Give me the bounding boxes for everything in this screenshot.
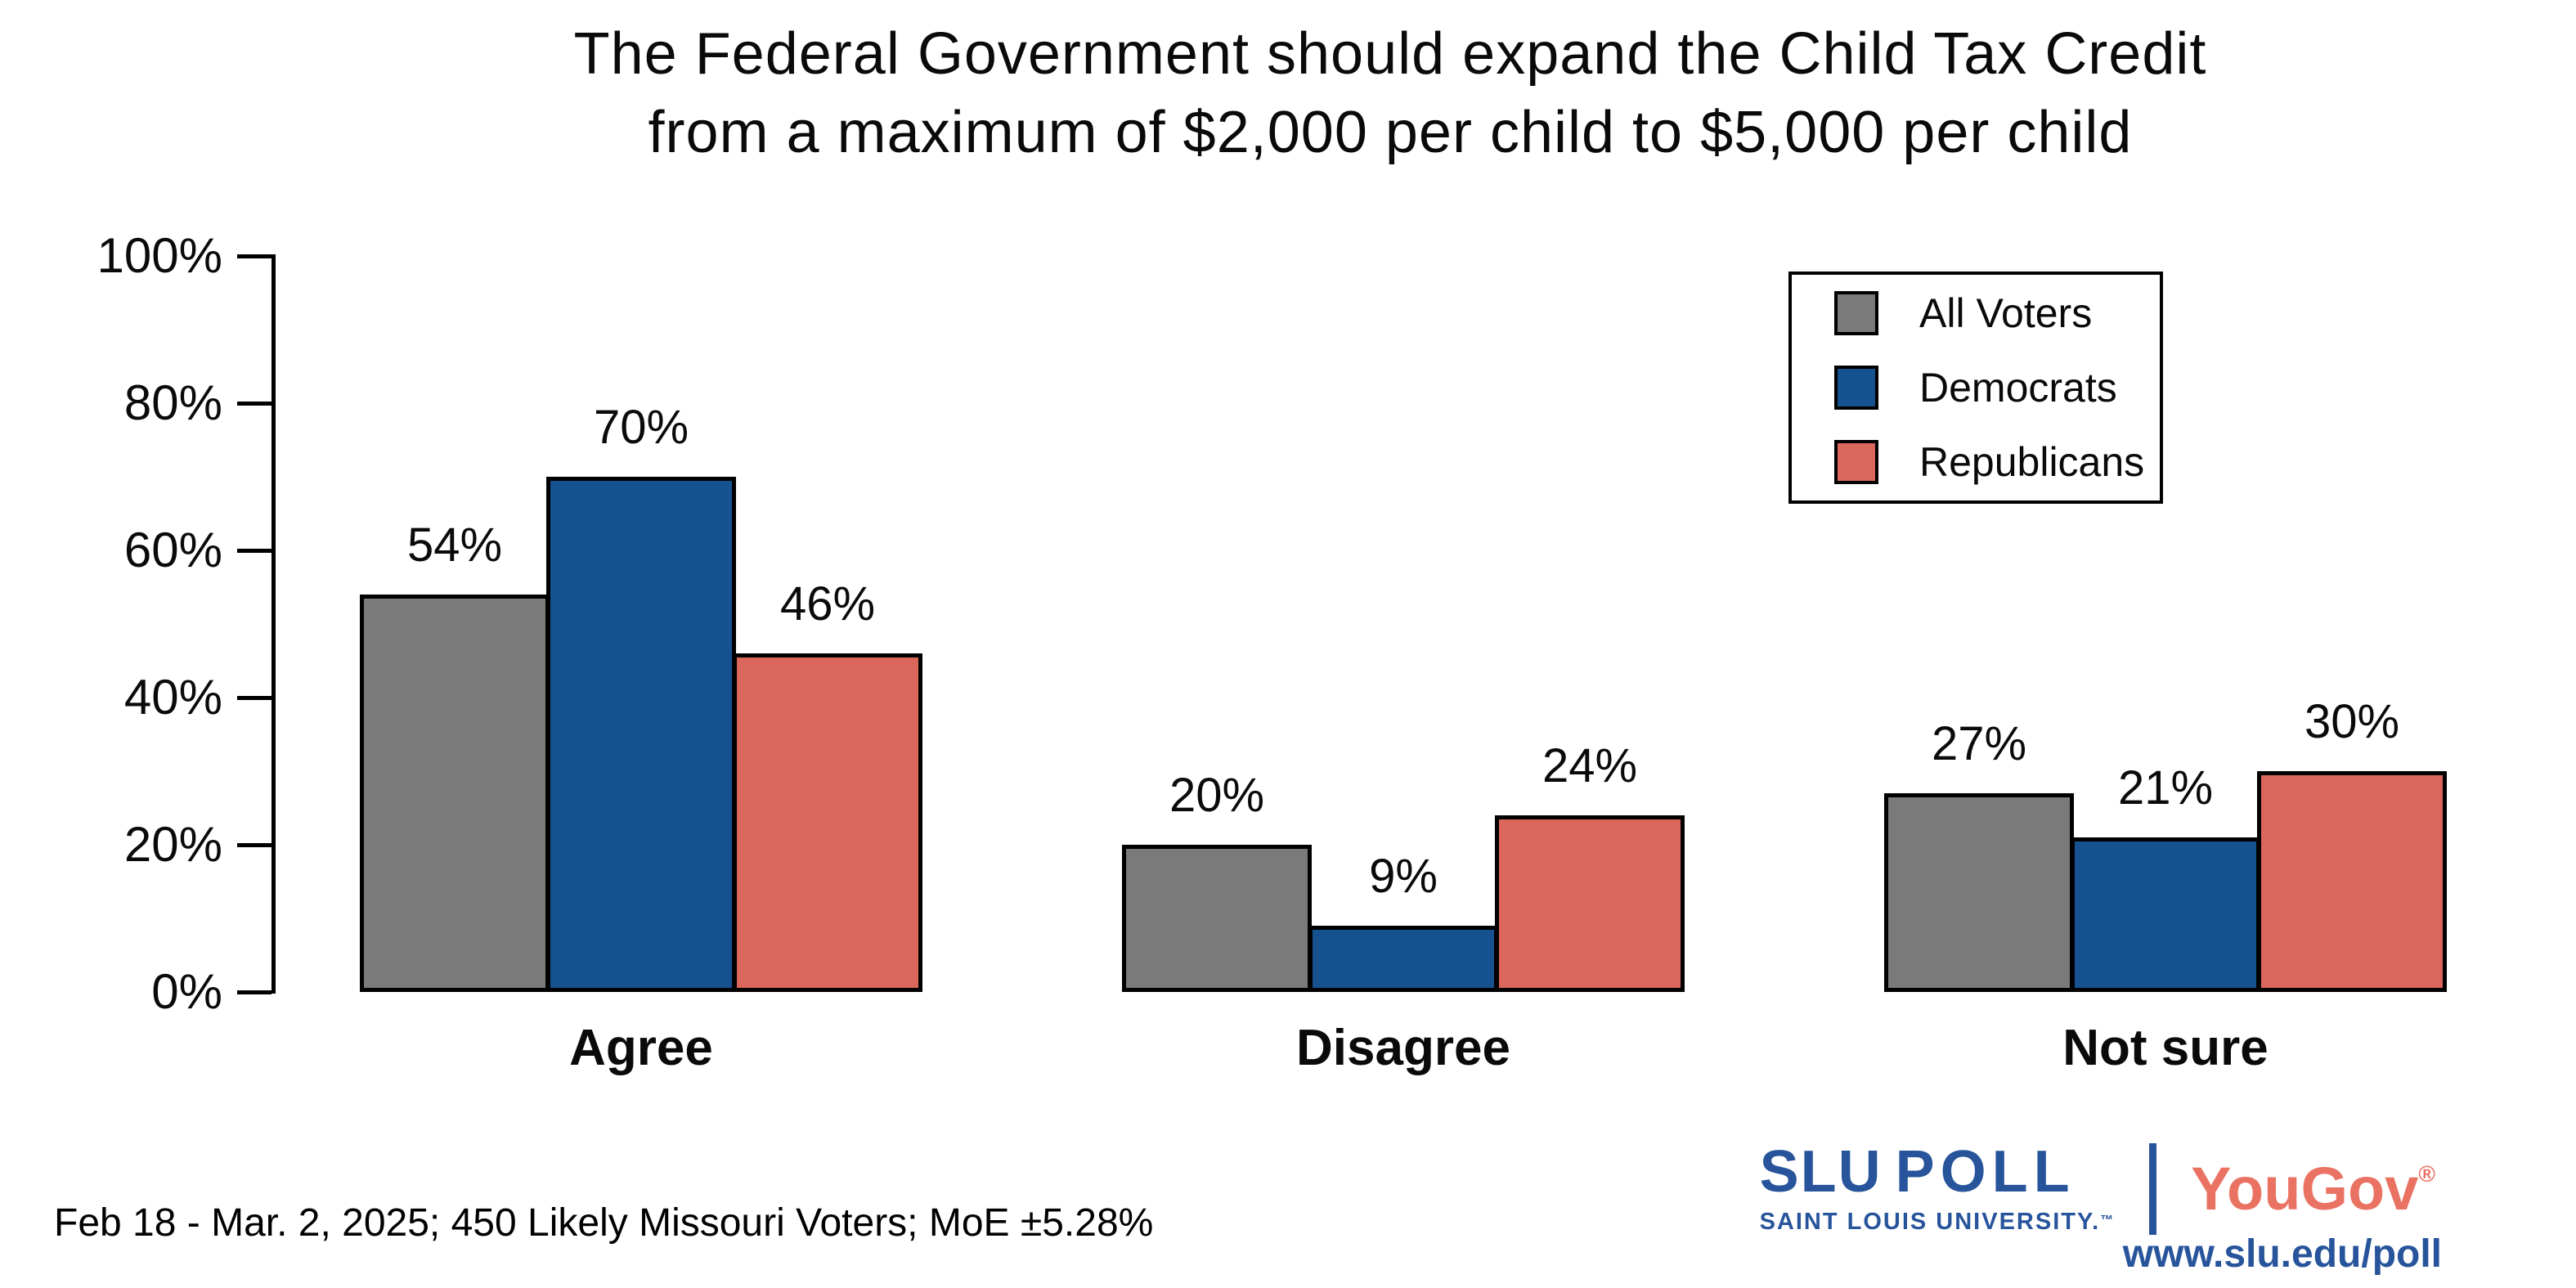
yougov-logo: YouGov®: [2191, 1155, 2435, 1223]
legend-label: All Voters: [1919, 290, 2093, 336]
legend-label: Republicans: [1919, 439, 2145, 485]
bar-value-label: 27%: [1931, 717, 2027, 770]
y-axis-line: [272, 254, 276, 994]
slu-wordmark: SLU: [1759, 1139, 1883, 1205]
y-tick-label: 60%: [123, 523, 222, 577]
bar-value-label: 30%: [2304, 695, 2400, 748]
slu-poll-url: www.slu.edu/poll: [2122, 1232, 2442, 1276]
y-tick: [237, 549, 272, 553]
bar-republicans-not-sure: [2257, 771, 2447, 992]
bar-value-label: 46%: [779, 577, 876, 631]
y-tick-label: 40%: [123, 670, 222, 725]
bar-value-label: 21%: [2117, 761, 2214, 815]
bar-republicans-agree: [733, 653, 922, 992]
x-category-label-disagree: Disagree: [1296, 1020, 1510, 1076]
trademark-symbol: ™: [2100, 1214, 2116, 1227]
chart-title: The Federal Government should expand the…: [286, 15, 2494, 172]
y-tick: [237, 402, 272, 406]
bar-all-voters-disagree: [1122, 845, 1312, 992]
bar-value-label: 9%: [1369, 850, 1438, 903]
y-tick-label: 80%: [123, 375, 222, 430]
y-tick-label: 0%: [151, 964, 222, 1019]
legend-item-all-voters: All Voters: [1834, 289, 2160, 337]
survey-footnote: Feb 18 - Mar. 2, 2025; 450 Likely Missou…: [54, 1201, 1154, 1245]
x-category-label-not-sure: Not sure: [2062, 1020, 2269, 1076]
bar-democrats-not-sure: [2071, 837, 2260, 992]
bar-value-label: 70%: [593, 401, 689, 454]
slu-poll-wordmark: SLU POLL: [1760, 1142, 2076, 1202]
chart-title-line1: The Federal Government should expand the…: [573, 21, 2207, 87]
legend-item-democrats: Democrats: [1834, 364, 2160, 411]
legend-label: Democrats: [1919, 365, 2117, 411]
y-tick: [237, 254, 272, 258]
logo-divider: [2149, 1142, 2157, 1235]
branding-logos: SLU POLL SAINT LOUIS UNIVERSITY.™ YouGov®: [1760, 1142, 2435, 1236]
bar-republicans-disagree: [1495, 815, 1685, 992]
y-tick: [237, 990, 272, 994]
bar-all-voters-not-sure: [1884, 793, 2074, 992]
legend-swatch-all-voters: [1834, 291, 1878, 335]
legend-item-republicans: Republicans: [1834, 438, 2160, 486]
bar-democrats-agree: [546, 477, 736, 992]
poll-wordmark: POLL: [1895, 1139, 2076, 1205]
bar-value-label: 20%: [1169, 769, 1265, 822]
bar-value-label: 54%: [406, 518, 503, 572]
legend-swatch-democrats: [1834, 366, 1878, 410]
legend-swatch-republicans: [1834, 440, 1878, 484]
bar-value-label: 24%: [1542, 739, 1638, 792]
x-category-label-agree: Agree: [569, 1020, 713, 1076]
slu-university-subtitle: SAINT LOUIS UNIVERSITY.™: [1759, 1209, 2116, 1235]
bar-all-voters-agree: [360, 595, 550, 992]
y-tick-label: 100%: [96, 228, 222, 283]
bar-democrats-disagree: [1308, 926, 1498, 992]
y-tick: [237, 843, 272, 847]
chart-title-line2: from a maximum of $2,000 per child to $5…: [648, 100, 2133, 165]
slu-poll-logo: SLU POLL SAINT LOUIS UNIVERSITY.™: [1760, 1142, 2116, 1236]
registered-symbol: ®: [2418, 1161, 2435, 1187]
legend: All Voters Democrats Republicans: [1788, 272, 2163, 504]
y-tick: [237, 696, 272, 700]
y-tick-label: 20%: [123, 817, 222, 872]
